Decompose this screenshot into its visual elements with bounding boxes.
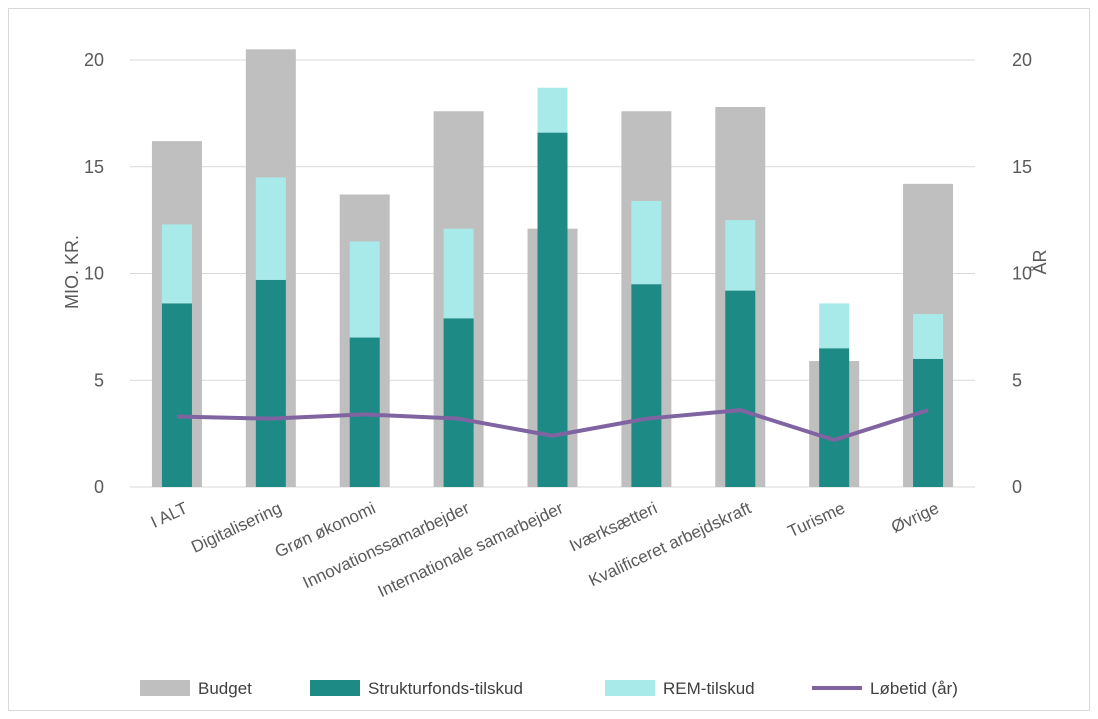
category-label-øvrige: Øvrige [888, 498, 941, 536]
duration-line [176, 408, 929, 443]
lobetid-line [176, 408, 929, 443]
right-tick-label: 0 [1012, 477, 1022, 497]
rem-bar [161, 224, 192, 304]
strukturfonds-bar [443, 318, 474, 487]
legend-label-budget: Budget [198, 679, 252, 698]
strukturfonds-bar [537, 132, 568, 487]
right-axis-ticks: 0 5 10 15 20 [1012, 50, 1032, 497]
left-tick-label: 5 [94, 370, 104, 390]
legend-label-strukturfonds-tilskud: Strukturfonds-tilskud [368, 679, 523, 698]
strukturfonds-bar [631, 284, 662, 487]
right-axis-title: ÅR [1030, 249, 1050, 274]
rem-bar [349, 241, 380, 338]
right-tick-label: 10 [1012, 264, 1032, 284]
rem-bar [443, 228, 474, 319]
bars [151, 49, 954, 488]
rem-bar [819, 303, 850, 349]
category-label-digitalisering: Digitalisering [188, 498, 284, 556]
rem-bar [537, 87, 568, 133]
rem-bar [255, 177, 286, 280]
left-tick-label: 10 [84, 264, 104, 284]
legend-swatch-strukturfonds-tilskud [310, 680, 360, 696]
strukturfonds-bar [913, 358, 944, 487]
legend-label-rem-tilskud: REM-tilskud [663, 679, 755, 698]
right-tick-label: 15 [1012, 157, 1032, 177]
left-axis-title: MIO. KR. [62, 235, 82, 309]
left-tick-label: 20 [84, 50, 104, 70]
strukturfonds-bar [819, 348, 850, 487]
left-axis-ticks: 0 5 10 15 20 [84, 50, 104, 497]
strukturfonds-bar [161, 303, 192, 487]
legend-swatch-rem-tilskud [605, 680, 655, 696]
legend-swatch-budget [140, 680, 190, 696]
left-tick-label: 0 [94, 477, 104, 497]
rem-bar [725, 220, 756, 291]
category-label-i-alt: I ALT [148, 498, 191, 531]
strukturfonds-bar [255, 279, 286, 487]
strukturfonds-bar [349, 337, 380, 487]
rem-bar [631, 200, 662, 285]
legend-label-løbetid-år: Løbetid (år) [870, 679, 958, 698]
rem-bar [913, 314, 944, 359]
right-tick-label: 20 [1012, 50, 1032, 70]
right-tick-label: 5 [1012, 370, 1022, 390]
legend: Budget Strukturfonds-tilskud REM-tilskud Lø… [140, 679, 958, 698]
left-tick-label: 15 [84, 157, 104, 177]
category-label-turisme: Turisme [785, 498, 848, 541]
strukturfonds-bar [725, 290, 756, 487]
category-label-kvalificeret-arbejdskraft: Kvalificeret arbejdskraft [586, 498, 754, 590]
